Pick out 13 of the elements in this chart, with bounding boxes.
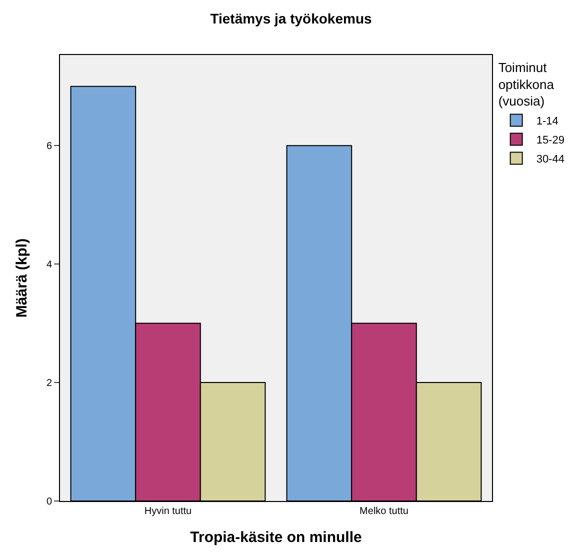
- y-tick-label: 4: [46, 260, 52, 271]
- y-axis-title: Määrä (kpl): [14, 238, 31, 318]
- chart-title: Tietämys ja työkokemus: [210, 10, 372, 27]
- legend-label: 1-14: [536, 115, 558, 128]
- y-tick-label: 2: [46, 378, 52, 390]
- legend-title: Toiminut optikkona (vuosia): [498, 60, 555, 109]
- x-axis-title: Tropia-käsite on minulle: [190, 529, 362, 546]
- legend-label: 30-44: [536, 153, 564, 166]
- x-tick-label: Melko tuttu: [360, 506, 408, 517]
- y-tick-label: 0: [46, 496, 52, 508]
- legend-label: 15-29: [536, 134, 564, 146]
- x-tick-label: Hyvin tuttu: [144, 506, 192, 517]
- y-tick-label: 6: [46, 141, 52, 152]
